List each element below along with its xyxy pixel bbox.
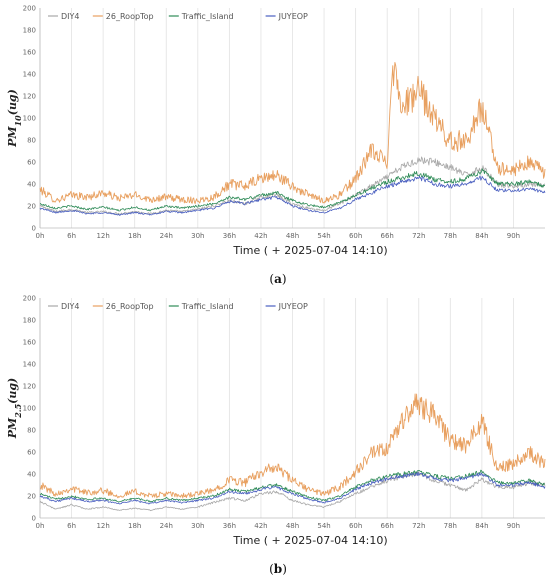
pm25-chart: 0h 6h 12h 18h 24h 30h 36h 42h 48h 54h 60h 66h 72h 78h… bbox=[6, 295, 546, 576]
legend-entry: DIY4 bbox=[61, 302, 80, 311]
x-tick-label: 48h bbox=[286, 232, 299, 240]
x-tick-label: 42h bbox=[254, 232, 267, 240]
legend-entry: Traffic_Island bbox=[181, 302, 234, 311]
y-axis-label: PM2.5(ug) bbox=[6, 378, 23, 439]
y-tick-label: 120 bbox=[23, 383, 36, 391]
x-tick-label: 78h bbox=[444, 232, 457, 240]
x-tick-label: 24h bbox=[160, 522, 173, 530]
x-tick-label: 24h bbox=[160, 232, 173, 240]
chart-panel-a: 0h 6h 12h 18h 24h 30h 36h 42h 48h 54h 60h 66h 72h 78h… bbox=[6, 5, 546, 286]
series-line-traffic-island bbox=[39, 168, 545, 212]
x-tick-label: 36h bbox=[223, 522, 236, 530]
series-line-26-rooptop bbox=[39, 61, 546, 205]
x-tick-label: 84h bbox=[475, 522, 488, 530]
y-tick-label: 40 bbox=[27, 471, 36, 479]
x-tick-label: 54h bbox=[317, 522, 330, 530]
y-tick-label: 200 bbox=[23, 5, 36, 13]
x-tick-label: 78h bbox=[444, 522, 457, 530]
y-tick-label: 140 bbox=[23, 361, 36, 369]
x-tick-label: 18h bbox=[128, 232, 141, 240]
y-tick-label: 180 bbox=[23, 317, 36, 325]
x-tick-label: 42h bbox=[254, 522, 267, 530]
y-tick-label: 20 bbox=[27, 203, 36, 211]
series-line-juyeop bbox=[39, 471, 546, 505]
x-tick-label: 60h bbox=[349, 522, 362, 530]
x-tick-label: 18h bbox=[128, 522, 141, 530]
x-tick-label: 84h bbox=[475, 232, 488, 240]
y-tick-label: 0 bbox=[32, 225, 36, 233]
y-tick-label: 100 bbox=[23, 115, 36, 123]
x-tick-label: 66h bbox=[381, 232, 394, 240]
series-line-diy4 bbox=[39, 471, 546, 512]
y-tick-label: 80 bbox=[27, 427, 36, 435]
x-tick-label: 54h bbox=[317, 232, 330, 240]
y-tick-label: 60 bbox=[27, 159, 36, 167]
pm10-chart: 0h 6h 12h 18h 24h 30h 36h 42h 48h 54h 60h 66h 72h 78h… bbox=[6, 5, 546, 286]
x-tick-label: 72h bbox=[412, 232, 425, 240]
y-tick-label: 160 bbox=[23, 339, 36, 347]
x-tick-label: 48h bbox=[286, 522, 299, 530]
legend-entry: JUYEOP bbox=[278, 302, 308, 311]
x-tick-label: 72h bbox=[412, 522, 425, 530]
legend-entry: 26_RoopTop bbox=[106, 12, 154, 21]
x-tick-label: 12h bbox=[96, 232, 109, 240]
legend-entry: JUYEOP bbox=[278, 12, 308, 21]
y-tick-label: 120 bbox=[23, 93, 36, 101]
x-tick-label: 66h bbox=[381, 522, 394, 530]
series-line-26-rooptop bbox=[39, 393, 546, 499]
series-line-juyeop bbox=[39, 175, 546, 216]
chart-panel-b: 0h 6h 12h 18h 24h 30h 36h 42h 48h 54h 60h 66h 72h 78h… bbox=[0, 290, 550, 579]
x-tick-label: 0h bbox=[36, 232, 45, 240]
y-tick-label: 20 bbox=[27, 493, 36, 501]
legend-entry: Traffic_Island bbox=[181, 12, 234, 21]
y-tick-label: 80 bbox=[27, 137, 36, 145]
y-tick-label: 40 bbox=[27, 181, 36, 189]
x-tick-label: 12h bbox=[96, 522, 109, 530]
y-tick-label: 100 bbox=[23, 405, 36, 413]
y-tick-label: 200 bbox=[23, 295, 36, 303]
panel-caption: (a) bbox=[269, 272, 286, 286]
x-axis-label: Time ( + 2025-07-04 14:10) bbox=[232, 534, 387, 547]
x-tick-label: 6h bbox=[67, 522, 76, 530]
series-line-diy4 bbox=[39, 156, 546, 215]
y-axis-label: PM10(ug) bbox=[6, 89, 23, 148]
x-tick-label: 6h bbox=[67, 232, 76, 240]
x-tick-label: 30h bbox=[191, 522, 204, 530]
legend-entry: 26_RoopTop bbox=[106, 302, 154, 311]
x-tick-label: 0h bbox=[36, 522, 45, 530]
x-tick-label: 60h bbox=[349, 232, 362, 240]
y-tick-label: 0 bbox=[32, 515, 36, 523]
x-axis-label: Time ( + 2025-07-04 14:10) bbox=[232, 244, 387, 257]
x-tick-label: 36h bbox=[223, 232, 236, 240]
y-tick-label: 140 bbox=[23, 71, 36, 79]
x-tick-label: 90h bbox=[507, 232, 520, 240]
y-tick-label: 180 bbox=[23, 27, 36, 35]
legend-entry: DIY4 bbox=[61, 12, 80, 21]
x-tick-label: 90h bbox=[507, 522, 520, 530]
panel-caption: (b) bbox=[269, 562, 287, 576]
y-tick-label: 160 bbox=[23, 49, 36, 57]
x-tick-label: 30h bbox=[191, 232, 204, 240]
y-tick-label: 60 bbox=[27, 449, 36, 457]
